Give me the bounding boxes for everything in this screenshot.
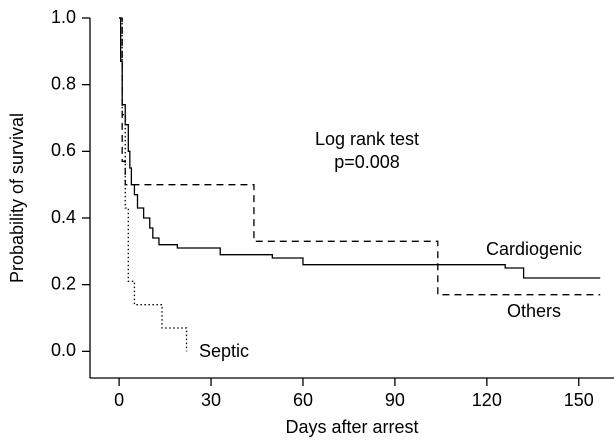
survival-curve — [119, 17, 601, 296]
x-tick-label: 30 — [201, 390, 221, 410]
x-tick-label: 0 — [114, 390, 124, 410]
x-tick-label: 150 — [564, 390, 594, 410]
x-tick-label: 90 — [385, 390, 405, 410]
y-axis-label: Probability of survival — [7, 113, 27, 283]
x-tick-label: 120 — [472, 390, 502, 410]
y-tick-label: 1.0 — [51, 7, 76, 27]
y-tick-label: 0.8 — [51, 73, 76, 93]
annotation: Log rank test — [315, 129, 419, 149]
series-label: Cardiogenic — [486, 239, 582, 259]
y-tick-label: 0.6 — [51, 140, 76, 160]
annotation: p=0.008 — [334, 152, 400, 172]
survival-curve — [119, 17, 188, 352]
x-axis-label: Days after arrest — [285, 417, 418, 437]
y-tick-label: 0.2 — [51, 273, 76, 293]
series-label: Others — [507, 301, 561, 321]
y-tick-label: 0.0 — [51, 340, 76, 360]
y-tick-label: 0.4 — [51, 207, 76, 227]
series-label: Septic — [199, 341, 249, 361]
x-tick-label: 60 — [293, 390, 313, 410]
